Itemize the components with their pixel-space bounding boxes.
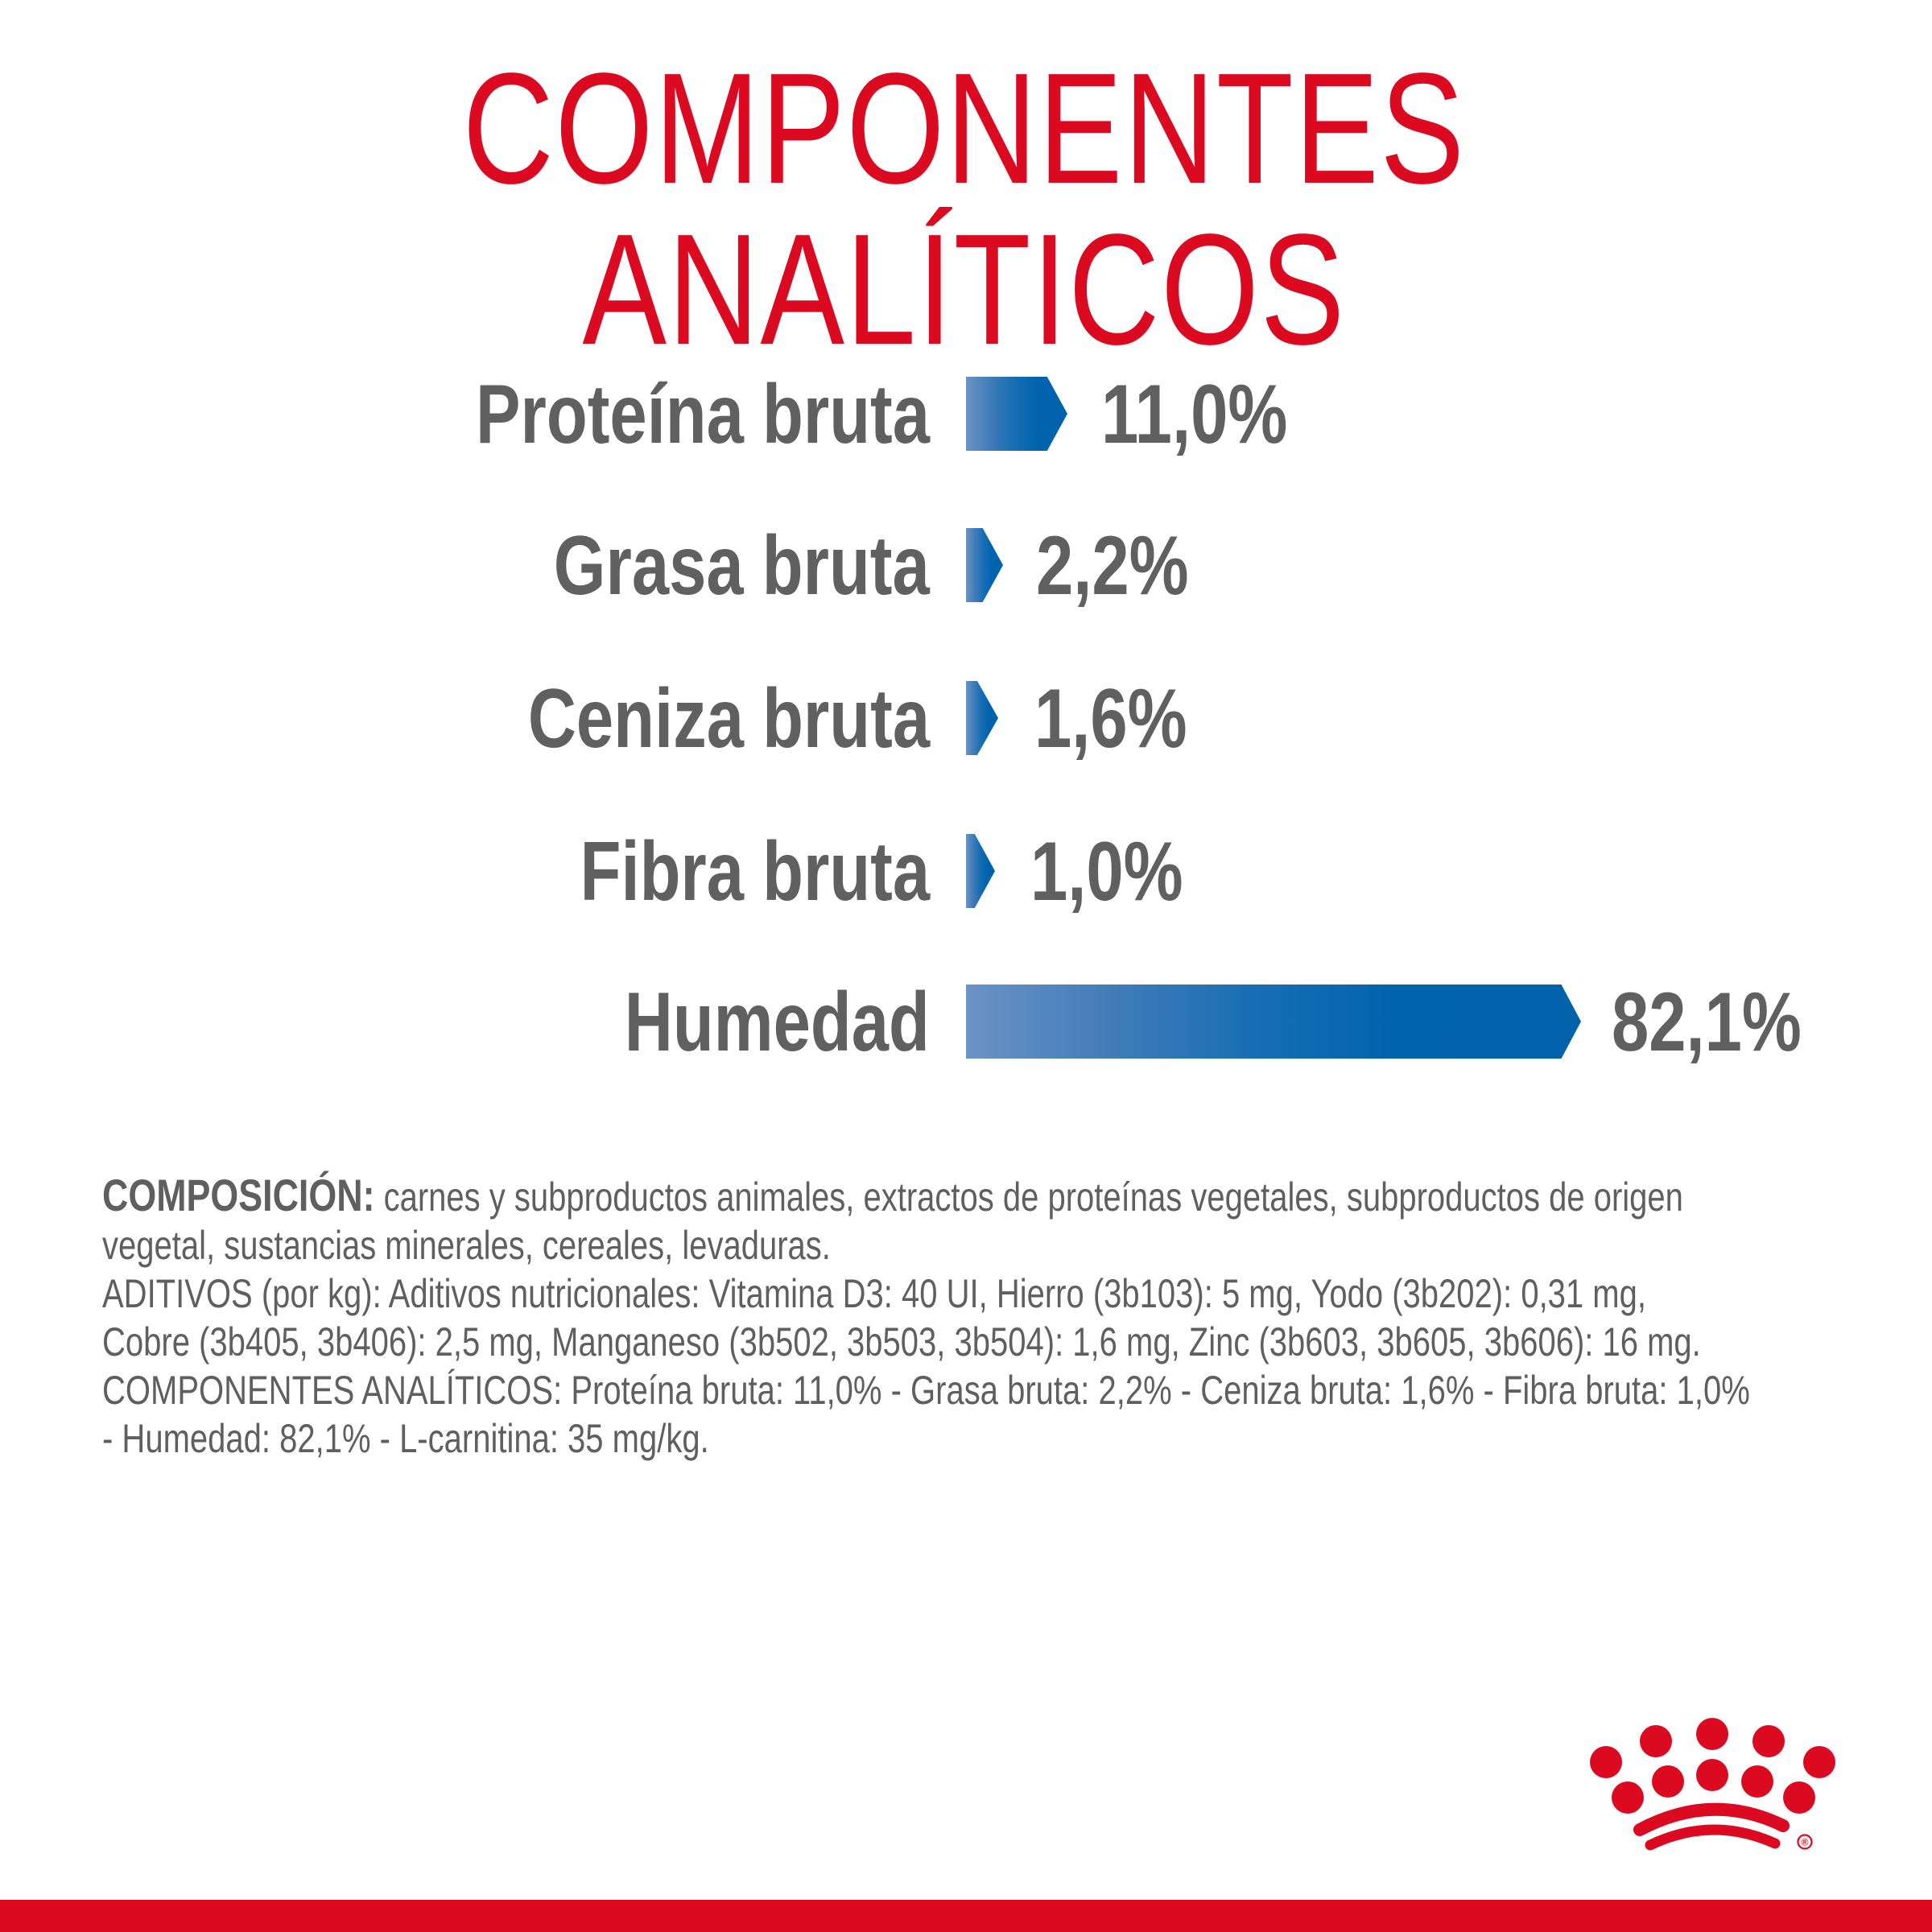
- analytical-line: COMPONENTES ANALÍTICOS: Proteína bruta: …: [102, 1368, 1750, 1413]
- value-bar: [966, 985, 1581, 1059]
- nutrient-label: Proteína bruta: [476, 368, 930, 461]
- nutrient-label: Humedad: [624, 976, 930, 1069]
- composition-text: COMPOSICIÓN: carnes y subproductos anima…: [102, 1171, 1857, 1463]
- value-bar: [966, 528, 1003, 602]
- composition-heading: COMPOSICIÓN:: [102, 1170, 375, 1220]
- nutrient-label: Fibra bruta: [580, 825, 930, 919]
- additives-line: Cobre (3b405, 3b406): 2,5 mg, Manganeso …: [102, 1319, 1701, 1364]
- nutrient-value: 2,2%: [1036, 519, 1189, 613]
- nutrient-value: 11,0%: [1101, 368, 1288, 461]
- nutrient-row-moisture: Humedad 82,1%: [0, 976, 1932, 1069]
- composition-line: COMPOSICIÓN: carnes y subproductos anima…: [102, 1170, 1683, 1221]
- composition-ingredients: carnes y subproductos animales, extracto…: [374, 1174, 1683, 1220]
- nutrient-value: 1,0%: [1030, 825, 1183, 919]
- nutrient-row-fiber: Fibra bruta 1,0%: [0, 825, 1932, 919]
- nutrient-value: 82,1%: [1612, 976, 1802, 1069]
- nutrient-label: Ceniza bruta: [527, 672, 930, 766]
- nutrient-row-protein: Proteína bruta 11,0%: [0, 368, 1932, 461]
- nutrient-row-fat: Grasa bruta 2,2%: [0, 519, 1932, 613]
- nutrient-value: 1,6%: [1034, 672, 1187, 766]
- analytical-line: - Humedad: 82,1% - L-carnitina: 35 mg/kg…: [102, 1416, 709, 1461]
- composition-line: vegetal, sustancias minerales, cereales,…: [102, 1223, 831, 1268]
- value-bar: [966, 377, 1067, 451]
- bottom-brand-stripe: [0, 1900, 1932, 1932]
- nutrient-label: Grasa bruta: [553, 519, 930, 613]
- nutrient-row-ash: Ceniza bruta 1,6%: [0, 672, 1932, 766]
- value-bar: [966, 834, 995, 908]
- additives-line: ADITIVOS (por kg): Aditivos nutricionale…: [102, 1271, 1646, 1316]
- value-bar: [966, 681, 998, 755]
- registered-mark: ®: [1802, 1837, 1809, 1848]
- page-title: COMPONENTES ANALÍTICOS: [462, 40, 1466, 378]
- royal-canin-crown-icon: ®: [1590, 1718, 1835, 1851]
